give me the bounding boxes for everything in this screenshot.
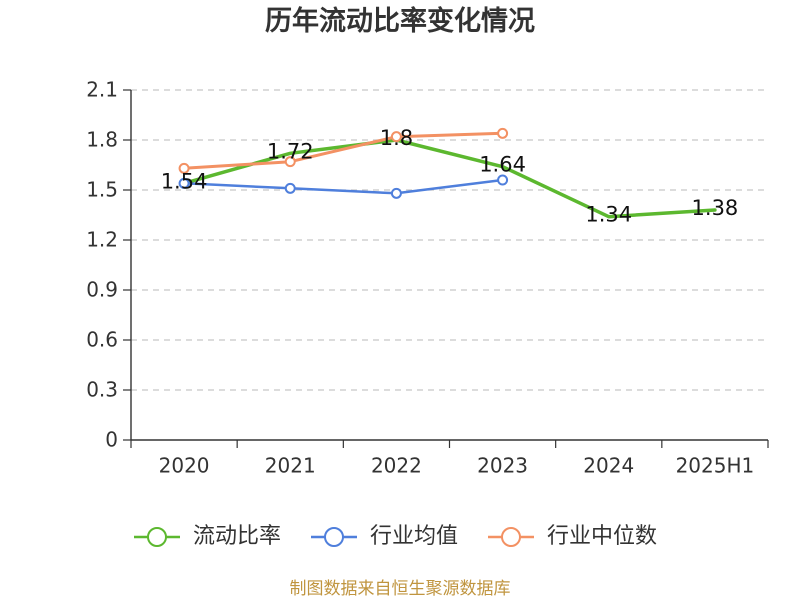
- current-ratio-data-label: 1.64: [479, 153, 526, 177]
- industry-median-point: [390, 131, 402, 143]
- y-tick-label: 0.3: [86, 378, 118, 402]
- industry-mean-line: [182, 178, 504, 195]
- legend-label: 行业均值: [370, 524, 459, 549]
- series-lines: [182, 131, 717, 219]
- current-ratio-line: [182, 138, 717, 219]
- source-footnote: 制图数据来自恒生聚源数据库: [289, 579, 511, 599]
- legend-item-current-ratio[interactable]: 流动比率: [134, 525, 281, 549]
- chart-title: 历年流动比率变化情况: [265, 6, 535, 37]
- gridlines: [131, 89, 768, 391]
- x-tick-label: 2022: [371, 454, 422, 478]
- industry-mean-point: [284, 182, 296, 194]
- x-tick-label: 2025H1: [676, 454, 755, 478]
- industry-median-point: [284, 156, 296, 168]
- legend-line-marker-icon: [311, 527, 357, 547]
- y-tick-label: 1.2: [86, 228, 118, 252]
- y-tick-label: 0.6: [86, 328, 118, 352]
- legend-line-marker-icon: [134, 527, 180, 547]
- current-ratio-data-label: 1.38: [692, 196, 739, 220]
- y-tick-label: 1.5: [86, 178, 118, 202]
- y-tick-label: 0.9: [86, 278, 118, 302]
- industry-median-point: [497, 127, 509, 139]
- current-ratio-data-label: 1.8: [380, 126, 413, 150]
- legend-label: 行业中位数: [547, 524, 658, 549]
- y-tick-label: 1.8: [86, 128, 118, 152]
- x-tick-label: 2024: [583, 454, 634, 478]
- legend-label: 流动比率: [193, 524, 282, 549]
- x-tick-label: 2023: [477, 454, 528, 478]
- industry-mean-point: [497, 174, 509, 186]
- current-ratio-data-label: 1.54: [161, 169, 208, 193]
- y-tick-label: 0: [105, 428, 118, 452]
- legend-item-industry-median[interactable]: 行业中位数: [488, 525, 657, 549]
- data-labels: 1.54 1.72 1.8 1.64 1.34 1.38: [161, 126, 739, 227]
- x-tick-label: 2021: [265, 454, 316, 478]
- current-ratio-data-label: 1.34: [585, 203, 632, 227]
- industry-median-point: [178, 162, 190, 174]
- industry-mean-point: [390, 187, 402, 199]
- current-ratio-data-label: 1.72: [267, 139, 314, 163]
- industry-mean-point: [178, 177, 190, 189]
- legend-line-marker-icon: [488, 527, 534, 547]
- series-markers: [178, 127, 509, 199]
- y-tick-label: 2.1: [86, 78, 118, 102]
- x-tick-label: 2020: [159, 454, 210, 478]
- legend-item-industry-mean[interactable]: 行业均值: [311, 525, 458, 549]
- industry-median-line: [182, 131, 505, 170]
- axes: 0 0.3 0.6 0.9 1.2 1.5 1.8 2.1 2020 2021 2022 2023 20…: [86, 78, 769, 478]
